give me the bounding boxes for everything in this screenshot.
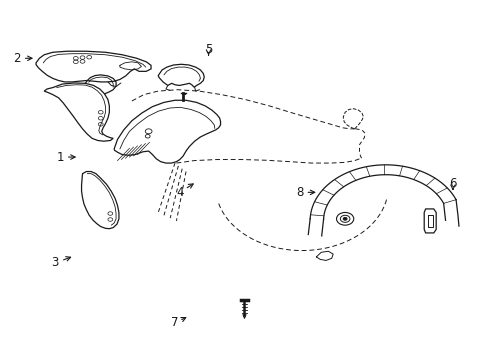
Text: 2: 2 [13,52,20,65]
Circle shape [343,217,346,220]
Text: 6: 6 [448,177,456,190]
Text: 7: 7 [171,316,179,329]
Polygon shape [36,51,151,82]
Text: 8: 8 [295,186,303,199]
Polygon shape [424,209,435,233]
Polygon shape [114,100,220,163]
Text: 4: 4 [176,186,183,199]
Polygon shape [158,64,204,87]
Text: 3: 3 [51,256,59,269]
Polygon shape [44,83,113,141]
Text: 1: 1 [56,150,63,163]
Text: 5: 5 [204,43,212,56]
Polygon shape [81,171,119,229]
